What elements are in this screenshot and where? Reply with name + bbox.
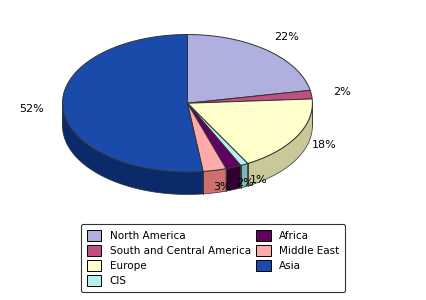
Text: 52%: 52% xyxy=(19,103,44,114)
Polygon shape xyxy=(187,103,226,171)
Polygon shape xyxy=(187,90,312,103)
Text: 1%: 1% xyxy=(250,175,267,185)
Polygon shape xyxy=(187,34,310,103)
Legend: North America, South and Central America, Europe, CIS, Africa, Middle East, Asia: North America, South and Central America… xyxy=(81,224,345,292)
Polygon shape xyxy=(241,164,248,188)
Text: 18%: 18% xyxy=(312,140,337,150)
Polygon shape xyxy=(63,104,203,194)
Polygon shape xyxy=(187,99,312,164)
Polygon shape xyxy=(187,103,241,169)
Text: 3%: 3% xyxy=(213,182,230,192)
Polygon shape xyxy=(226,165,241,191)
Polygon shape xyxy=(203,169,226,194)
Text: 22%: 22% xyxy=(275,32,299,42)
Text: 2%: 2% xyxy=(236,178,254,188)
Polygon shape xyxy=(187,103,248,165)
Polygon shape xyxy=(248,103,312,186)
Polygon shape xyxy=(63,34,203,172)
Text: 2%: 2% xyxy=(334,88,351,98)
